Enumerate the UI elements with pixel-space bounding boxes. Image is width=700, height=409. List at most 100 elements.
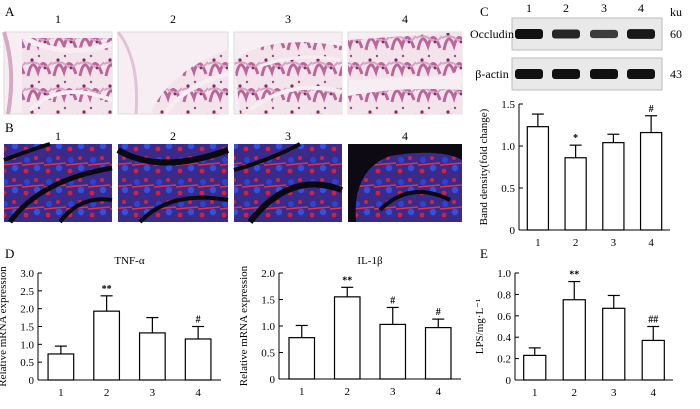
he-image-1: [2, 31, 113, 115]
x-tick-label: 4: [436, 386, 442, 398]
chart-title: IL-1β: [357, 255, 383, 267]
bar: [184, 338, 212, 381]
y-axis-label: Relative mRNA expression: [238, 265, 250, 386]
blot-row-size: 60: [670, 27, 682, 41]
bar: [562, 299, 586, 381]
significance-mark: #: [196, 315, 201, 326]
y-tick-label: 1.0: [20, 339, 34, 351]
y-tick-label: 0: [510, 225, 516, 237]
x-tick-label: 1: [299, 386, 305, 398]
y-tick-label: 1.0: [501, 141, 515, 153]
bar: [523, 354, 547, 381]
panel-b-image-label-1: 1: [55, 129, 61, 143]
significance-mark: #: [436, 307, 441, 318]
bar: [424, 326, 452, 380]
blot-lane-label: 3: [601, 1, 607, 15]
x-tick-label: 3: [390, 386, 396, 398]
y-axis-label: LPS/mg·L⁻¹: [474, 299, 486, 355]
y-tick-label: 1.5: [20, 322, 34, 334]
significance-mark: **: [569, 270, 579, 281]
y-tick-label: 0.5: [261, 348, 275, 360]
y-tick-label: 1.5: [501, 99, 515, 111]
y-tick-label: 0.4: [497, 332, 511, 344]
y-tick-label: 1.5: [261, 295, 275, 307]
x-tick-label: 2: [572, 387, 578, 399]
panel-b-image-label-2: 2: [170, 129, 176, 143]
significance-mark: #: [390, 295, 395, 306]
blot-row: Occludin 60: [470, 17, 682, 51]
x-tick-label: 4: [651, 387, 657, 399]
panel-a-images: [2, 31, 463, 116]
y-axis-label: Relative mRNA expression: [0, 266, 9, 387]
panel-a-image-label-1: 1: [55, 12, 61, 26]
if-image-1: [3, 142, 113, 224]
y-tick-label: 2.0: [20, 304, 34, 316]
x-tick-label: 3: [611, 387, 617, 399]
blot-band: [552, 69, 580, 79]
y-tick-label: 2.0: [261, 268, 275, 280]
x-tick-label: 2: [345, 386, 351, 398]
panel-a-image-label-2: 2: [170, 12, 176, 26]
x-tick-label: 3: [150, 387, 156, 399]
y-tick-label: 1.0: [261, 321, 275, 333]
chart-title: TNF-α: [114, 255, 144, 267]
x-tick-label: 4: [648, 237, 654, 249]
panel-a-image-label-4: 4: [402, 12, 408, 26]
bar: [564, 157, 587, 231]
significance-mark: ##: [648, 315, 658, 326]
x-tick-label: 2: [573, 237, 579, 249]
bar: [333, 296, 361, 380]
y-tick-label: 0: [270, 374, 276, 386]
blot-lane-label: 2: [563, 1, 569, 15]
bar: [602, 142, 625, 231]
if-image-4: [348, 144, 462, 222]
significance-mark: **: [342, 275, 352, 286]
if-image-3: [233, 142, 344, 224]
y-tick-label: 0: [29, 375, 35, 387]
blot-lane-label: 1: [526, 1, 532, 15]
x-tick-label: 2: [104, 387, 110, 399]
blot-row-name: Occludin: [470, 27, 514, 41]
x-tick-label: 3: [611, 237, 617, 249]
significance-mark: **: [102, 284, 112, 295]
y-tick-label: 0: [506, 375, 512, 387]
y-tick-label: 0.5: [501, 183, 515, 195]
bar: [526, 126, 550, 231]
blot-band: [552, 29, 580, 39]
y-tick-label: 0.5: [20, 357, 34, 369]
blot-band: [515, 29, 543, 39]
bar: [379, 323, 407, 380]
y-tick-label: 0.6: [497, 311, 511, 323]
y-tick-label: 2.5: [20, 286, 34, 298]
blot-unit: ku: [670, 5, 682, 19]
blot-lane-labels: 1 2 3 4: [526, 1, 644, 15]
blot-band: [627, 69, 655, 79]
panel-c-label: C: [480, 4, 489, 19]
chart-il1b: 0 0.5 1.0 1.5 2.0 Relative mRNA expression IL-…: [238, 255, 461, 398]
blot-band: [627, 29, 655, 39]
panel-a-label: A: [5, 4, 15, 19]
panel-b-image-label-4: 4: [402, 129, 408, 143]
panel-e-label: E: [480, 246, 488, 261]
bar: [641, 339, 665, 381]
panel-b-image-label-3: 3: [285, 129, 291, 143]
blot-row-name: β-actin: [475, 67, 508, 81]
x-tick-label: 1: [532, 387, 538, 399]
y-tick-label: 0.8: [497, 289, 511, 301]
y-tick-label: 3.0: [20, 268, 34, 280]
chart-tnf: 0 0.5 1.0 1.5 2.0 2.5 3.0 Relative mRNA express…: [0, 255, 221, 399]
panel-d-label: D: [5, 246, 14, 261]
blot-lane-label: 4: [638, 1, 644, 15]
significance-mark: #: [649, 104, 654, 115]
he-image-2: [116, 31, 229, 116]
he-image-4: [347, 31, 463, 115]
x-tick-label: 4: [195, 387, 201, 399]
blot-row: β-actin 43: [475, 57, 682, 91]
chart-lps: 0 0.2 0.4 0.6 0.8 1.0 LPS/mg·L⁻¹ 1 ** 2 3 ## 4: [474, 268, 673, 399]
panel-a-image-label-3: 3: [285, 12, 291, 26]
bar: [639, 131, 663, 231]
blot-row-size: 43: [670, 67, 682, 81]
bar: [288, 337, 316, 380]
x-tick-label: 1: [535, 237, 541, 249]
